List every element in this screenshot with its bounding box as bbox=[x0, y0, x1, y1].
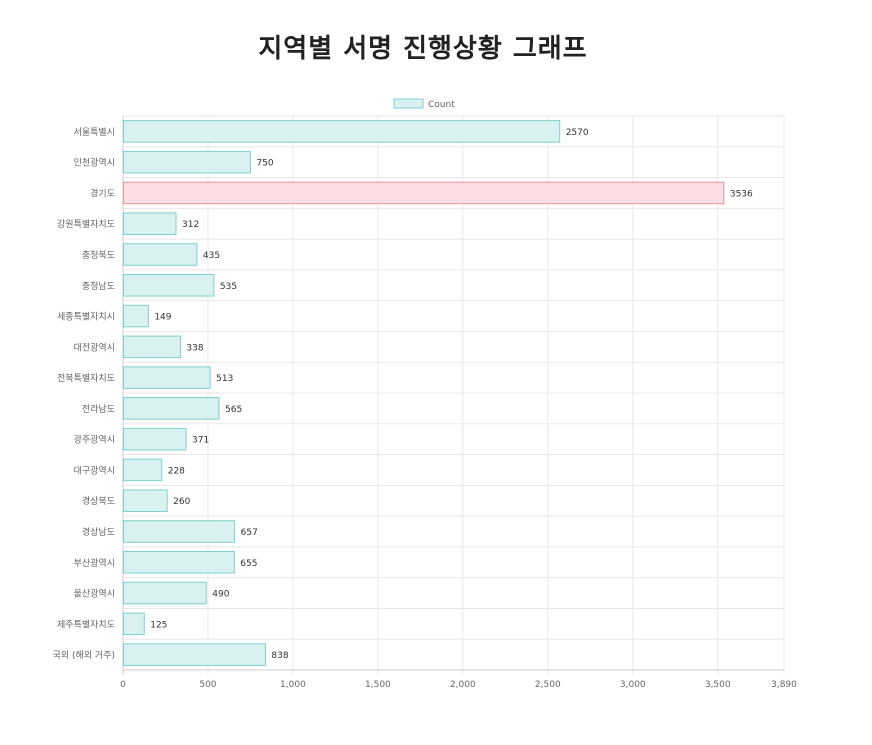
x-tick-label: 3,500 bbox=[705, 680, 731, 690]
x-tick-label: 3,890 bbox=[771, 680, 797, 690]
category-label: 강원특별자치도 bbox=[57, 218, 115, 230]
data-labels: 2570 750 3536 312 435 535 149 338 513 565 371 228 26… bbox=[150, 128, 753, 661]
category-label: 충청북도 bbox=[82, 250, 115, 261]
category-label: 울산광역시 bbox=[74, 588, 115, 600]
x-axis-ticks: 0 500 1,000 1,500 2,000 2,500 3,000 3,500 3,890 bbox=[120, 680, 797, 690]
legend-swatch[interactable] bbox=[393, 98, 424, 109]
data-label: 513 bbox=[216, 374, 233, 384]
data-label: 565 bbox=[225, 405, 242, 415]
category-label: 서울특별시 bbox=[74, 127, 115, 138]
x-tick-label: 0 bbox=[120, 680, 126, 690]
category-label: 부산광역시 bbox=[74, 557, 115, 569]
bars bbox=[123, 120, 725, 666]
bar bbox=[123, 458, 163, 482]
bar bbox=[123, 397, 220, 420]
bar bbox=[123, 335, 181, 359]
bar bbox=[123, 243, 198, 266]
bar bbox=[123, 120, 561, 143]
data-label: 435 bbox=[203, 251, 220, 261]
bar bbox=[123, 612, 145, 636]
category-label: 광주광역시 bbox=[74, 434, 115, 446]
data-label: 657 bbox=[241, 528, 258, 538]
data-label: 125 bbox=[150, 620, 167, 630]
data-label: 338 bbox=[186, 343, 203, 353]
category-label: 경기도 bbox=[90, 187, 115, 199]
bar bbox=[123, 520, 236, 543]
category-label: 경상북도 bbox=[82, 495, 115, 507]
bar bbox=[123, 304, 149, 328]
x-tick-label: 500 bbox=[199, 680, 216, 690]
data-label: 260 bbox=[173, 497, 190, 507]
category-label: 전북특별자치도 bbox=[57, 372, 115, 384]
category-label: 세종특별자치시 bbox=[57, 311, 115, 323]
category-labels: 서울특별시인천광역시경기도강원특별자치도충청북도충청남도세종특별자치시대전광역시… bbox=[53, 127, 115, 661]
bar bbox=[123, 274, 215, 297]
data-label: 750 bbox=[256, 159, 273, 169]
data-label: 149 bbox=[154, 313, 171, 323]
grid-lines bbox=[122, 115, 785, 675]
category-label: 대구광역시 bbox=[74, 464, 115, 476]
bar bbox=[123, 150, 251, 174]
data-label: 371 bbox=[192, 436, 209, 446]
x-tick-label: 3,000 bbox=[620, 680, 646, 690]
bar bbox=[123, 551, 235, 574]
chart-title: 지역별 서명 진행상황 그래프 bbox=[258, 34, 588, 64]
data-label: 3536 bbox=[730, 189, 753, 199]
bar bbox=[123, 489, 168, 512]
category-label: 충청남도 bbox=[82, 281, 115, 292]
bar bbox=[123, 427, 187, 451]
bar bbox=[123, 212, 177, 235]
category-label: 제주특별자치도 bbox=[57, 618, 115, 630]
chart-legend: Count bbox=[393, 98, 455, 110]
legend-label[interactable]: Count bbox=[428, 100, 455, 110]
bar bbox=[123, 643, 266, 666]
bar bbox=[123, 581, 207, 605]
data-label: 838 bbox=[271, 651, 288, 661]
x-tick-label: 2,500 bbox=[535, 680, 561, 690]
category-label: 전라남도 bbox=[82, 404, 115, 415]
x-tick-label: 1,500 bbox=[365, 680, 391, 690]
x-tick-label: 2,000 bbox=[450, 680, 476, 690]
data-label: 490 bbox=[212, 590, 229, 600]
category-label: 국외 (해외 거주) bbox=[53, 649, 115, 661]
category-label: 대전광역시 bbox=[74, 341, 115, 353]
category-label: 경상남도 bbox=[82, 526, 115, 538]
data-label: 535 bbox=[220, 282, 237, 292]
bar bbox=[123, 181, 725, 205]
category-label: 인천광역시 bbox=[74, 157, 115, 169]
data-label: 228 bbox=[168, 466, 185, 476]
bar bbox=[123, 366, 211, 389]
data-label: 312 bbox=[182, 220, 199, 230]
x-tick-label: 1,000 bbox=[280, 680, 306, 690]
data-label: 655 bbox=[240, 559, 257, 569]
data-label: 2570 bbox=[566, 128, 589, 138]
